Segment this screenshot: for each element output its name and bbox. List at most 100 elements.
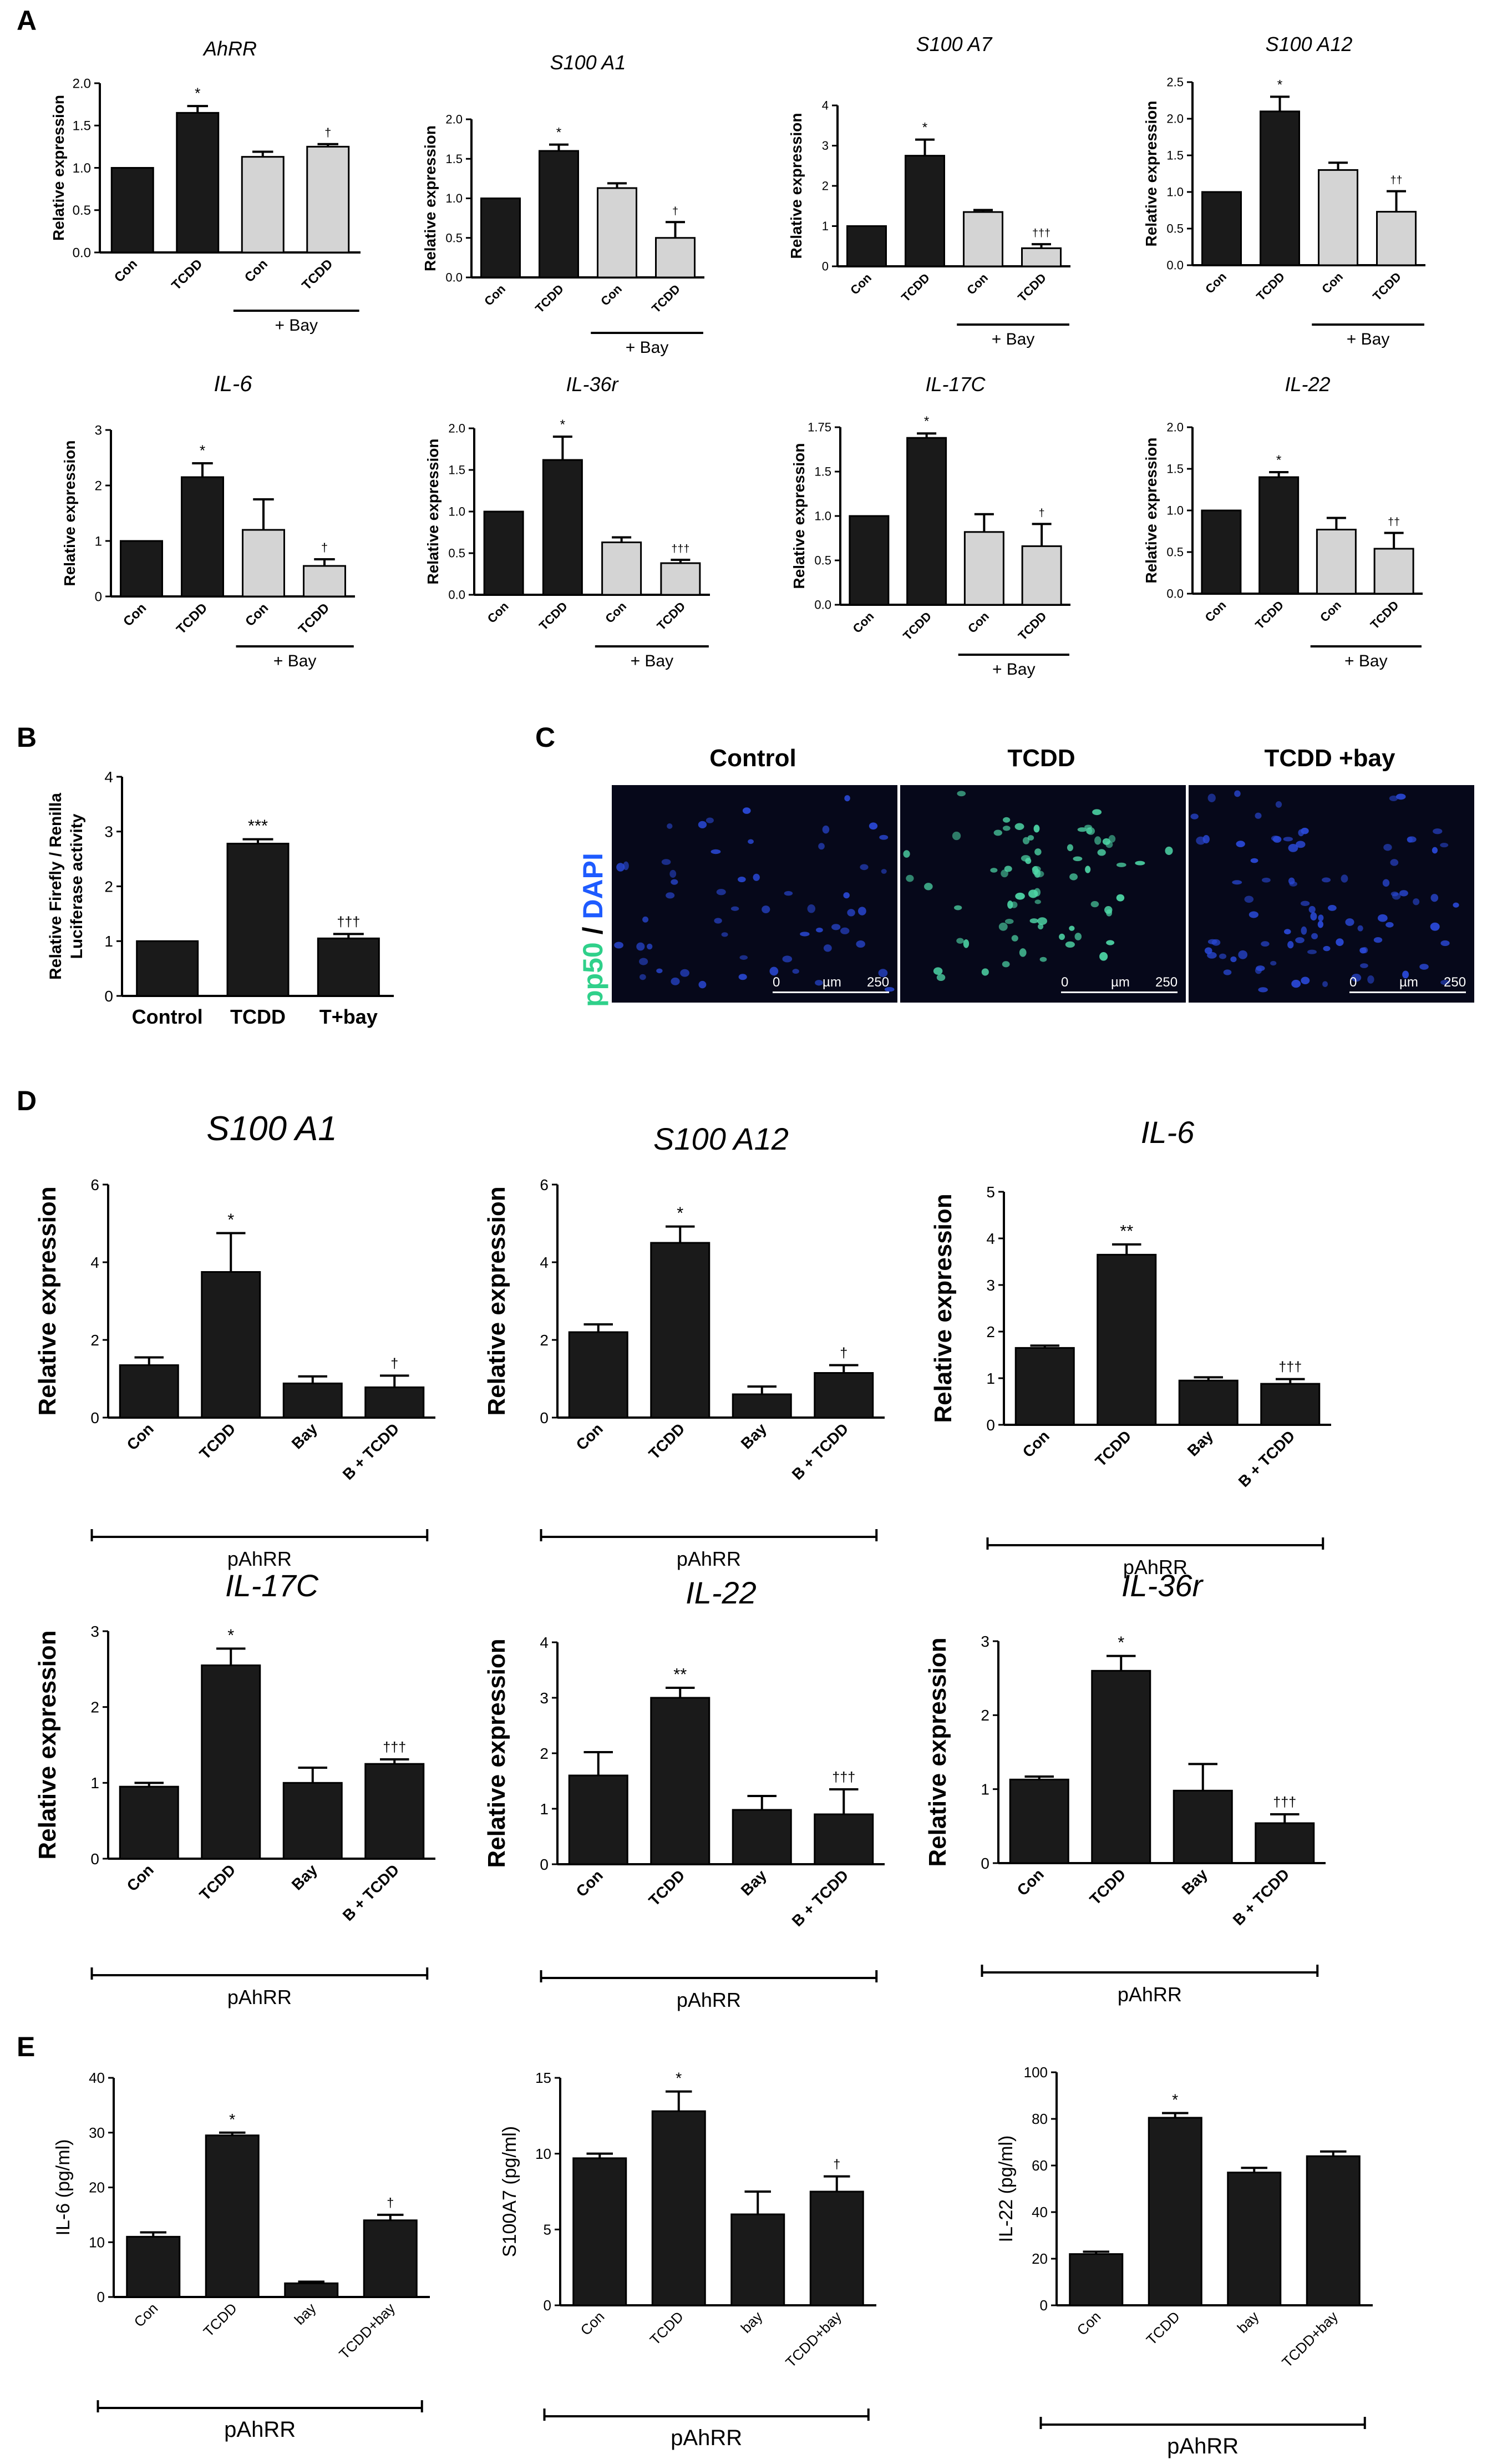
bar xyxy=(306,145,350,254)
chart-title: IL-36r xyxy=(566,373,619,396)
bar xyxy=(1258,476,1300,595)
x-tick-label: Con xyxy=(965,609,992,636)
significance-mark: ††† xyxy=(671,543,689,555)
cell-nucleus xyxy=(869,822,878,830)
micro-image-control: 0 µm 250 xyxy=(610,783,899,1004)
y-axis-label: Relative expression xyxy=(483,1186,510,1415)
cell-nucleus xyxy=(1010,901,1018,908)
cell-nucleus xyxy=(998,922,1008,931)
cell-nucleus xyxy=(1383,844,1392,851)
cell-nucleus xyxy=(1236,841,1245,847)
cell-nucleus xyxy=(1019,948,1027,957)
cell-nucleus xyxy=(1207,952,1217,959)
cell-nucleus xyxy=(816,927,823,933)
cell-nucleus xyxy=(1165,846,1173,855)
y-tick-label: 2 xyxy=(90,1332,99,1349)
significance-mark: * xyxy=(676,2070,682,2088)
y-tick-label: 2.0 xyxy=(1166,112,1184,126)
group-label: pAhRR xyxy=(1118,1983,1182,2006)
cell-nucleus xyxy=(823,944,832,952)
y-tick-label: 1.0 xyxy=(73,161,91,176)
cell-nucleus xyxy=(748,839,754,844)
y-axis-label: IL-22 (pg/ml) xyxy=(996,2136,1017,2243)
cell-nucleus xyxy=(730,906,739,911)
y-tick-label: 100 xyxy=(1024,2064,1048,2081)
pp50-label: pp50 xyxy=(577,942,608,1007)
x-tick-label: TCDD xyxy=(899,271,932,305)
cell-nucleus xyxy=(1097,849,1106,856)
cell-nucleus xyxy=(1108,835,1116,843)
bar xyxy=(1373,548,1414,595)
cell-nucleus xyxy=(1432,847,1438,854)
y-axis-label: Relative expression xyxy=(930,1193,957,1423)
cell-nucleus xyxy=(840,927,850,934)
cell-nucleus xyxy=(1069,873,1078,881)
x-tick-label: bay xyxy=(1234,2308,1262,2336)
scale-start: 0 xyxy=(1349,975,1357,990)
cell-nucleus xyxy=(933,967,943,975)
cell-nucleus xyxy=(856,940,865,948)
significance-mark: ††† xyxy=(1032,227,1050,239)
y-tick-label: 2 xyxy=(540,1332,549,1349)
cell-nucleus xyxy=(1323,945,1331,952)
x-tick-label: Con xyxy=(577,2308,608,2339)
y-tick-label: 2.0 xyxy=(73,76,91,91)
cell-nucleus xyxy=(1015,892,1025,900)
chart-title: S100 A12 xyxy=(653,1121,789,1156)
y-tick-label: 0.5 xyxy=(445,231,463,245)
y-tick-label: 0 xyxy=(981,1855,989,1872)
y-tick-label: 0.5 xyxy=(73,203,91,218)
x-tick-label: TCDD xyxy=(646,1866,688,1909)
x-tick-label: Con xyxy=(124,1420,157,1453)
cell-nucleus xyxy=(1317,920,1323,928)
cell-nucleus xyxy=(1099,952,1108,961)
cell-nucleus xyxy=(1116,862,1126,867)
bar xyxy=(732,1809,792,1865)
bar xyxy=(201,1271,261,1419)
x-tick-label: B + TCDD xyxy=(339,1861,403,1924)
bar xyxy=(176,112,220,254)
x-tick-label: Con xyxy=(1319,270,1346,296)
cell-nucleus xyxy=(721,932,728,937)
group-label: pAhRR xyxy=(227,1547,292,1570)
cell-nucleus xyxy=(1386,922,1394,928)
chart-d2: S100 A12 0 2 4 6 Relative expression Con * TCDD B… xyxy=(483,1121,885,1570)
panel-letter-e: E xyxy=(17,2031,35,2062)
chart-title: IL-22 xyxy=(1285,373,1330,396)
cell-nucleus xyxy=(1270,960,1277,966)
cell-nucleus xyxy=(1249,911,1258,918)
cell-nucleus xyxy=(1232,880,1242,885)
cell-nucleus xyxy=(1065,941,1075,948)
x-tick-label: TCDD xyxy=(654,599,688,633)
bar xyxy=(1069,2253,1124,2306)
cell-nucleus xyxy=(1382,879,1390,887)
y-tick-label: 2 xyxy=(540,1745,549,1762)
y-tick-label: 3 xyxy=(986,1277,995,1294)
y-tick-label: 2 xyxy=(822,179,829,193)
y-tick-label: 5 xyxy=(544,2221,551,2238)
cell-nucleus xyxy=(847,909,855,917)
y-tick-label: 3 xyxy=(981,1633,989,1650)
bar xyxy=(205,2134,260,2298)
cell-nucleus xyxy=(1283,837,1293,842)
cell-nucleus xyxy=(1011,935,1018,942)
group-label: + Bay xyxy=(992,660,1036,679)
cell-nucleus xyxy=(1430,922,1440,931)
x-tick-label: TCDD xyxy=(1370,270,1404,303)
x-tick-label: Con xyxy=(485,599,511,626)
bar xyxy=(1148,2117,1202,2306)
scale-unit: µm xyxy=(1111,975,1130,990)
cell-nucleus xyxy=(1003,817,1011,823)
x-tick-label: TCDD xyxy=(174,600,210,637)
y-tick-label: 4 xyxy=(986,1230,995,1247)
x-tick-label: Con xyxy=(1019,1427,1053,1460)
cell-nucleus xyxy=(1300,900,1310,907)
cell-nucleus xyxy=(1430,894,1439,902)
cell-nucleus xyxy=(1001,869,1008,878)
cell-nucleus xyxy=(716,889,726,895)
cell-nucleus xyxy=(860,864,869,871)
cell-nucleus xyxy=(1034,869,1041,878)
cell-nucleus xyxy=(1250,858,1258,863)
